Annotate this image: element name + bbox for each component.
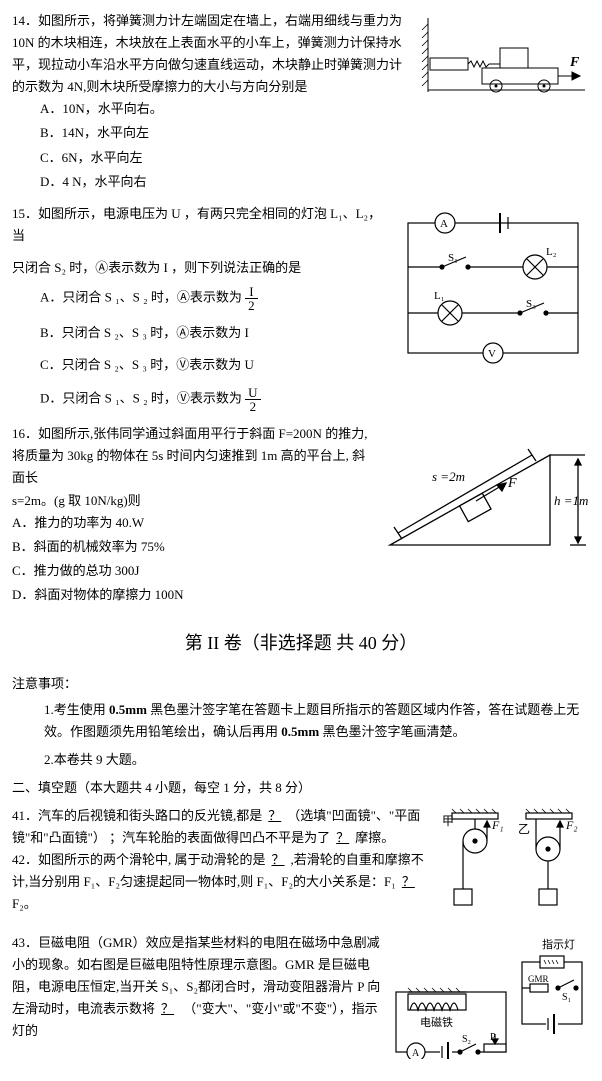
q16-opt-c: C．推力做的总功 300J <box>12 560 590 582</box>
frac-n: I <box>245 285 258 299</box>
n1-a: 1.考生使用 <box>44 702 109 717</box>
q41-blank2: ？ <box>330 830 355 845</box>
notice-2: 2.本卷共 9 大题。 <box>12 749 590 771</box>
st-1: 第 <box>185 633 208 653</box>
svg-q14: F <box>420 12 590 102</box>
frac-d2: 2 <box>245 400 260 413</box>
label-GMR: GMR <box>528 974 549 984</box>
part-2-head: 二、填空题（本大题共 4 小题，每空 1 分，共 8 分） <box>12 777 590 799</box>
svg-q42: 甲 F₁ 乙 F₂ <box>440 807 590 912</box>
q41-blank1: ？ <box>262 808 287 823</box>
label-F16: F <box>507 476 517 491</box>
figure-q15: A S₁ L₂ L₁ S₃ V <box>390 205 590 365</box>
q15-opt-d: D．只闭合 S ₁、S ₂ 时，Ⓥ表示数为 U2 <box>40 386 590 413</box>
label-S1: S₁ <box>448 252 458 264</box>
label-L1: L₁ <box>434 290 445 302</box>
figure-q14: F <box>420 12 590 102</box>
q41-p4: 摩擦。 <box>355 830 394 845</box>
label-A: A <box>440 218 448 230</box>
label-jia: 甲 <box>442 814 454 828</box>
st-3: 卷（非选择题 共 <box>219 633 359 653</box>
q14-options: A．10N，水平向右。 B．14N，水平向左 C．6N，水平向左 D．4 N，水… <box>12 98 590 192</box>
n1-e: 黑色墨汁签字笔画清楚。 <box>319 724 465 739</box>
notice-head: 注意事项： <box>12 673 590 695</box>
st-2: II <box>207 633 219 653</box>
label-coil: 电磁铁 <box>420 1016 453 1029</box>
figure-q43: 指示灯 GMR S₁ 电磁铁 A S₂ P <box>390 934 590 1059</box>
svg-q43: 指示灯 GMR S₁ 电磁铁 A S₂ P <box>390 934 590 1059</box>
frac-n2: U <box>245 386 260 400</box>
q42-p4: F₂。 <box>12 896 37 911</box>
label-yi: 乙 <box>518 822 530 836</box>
svg-q16: s =2m F h =1m <box>380 425 590 560</box>
fraction-U2: U2 <box>245 386 260 413</box>
frac-d: 2 <box>245 299 258 312</box>
question-14: F 14．如图所示，将弹簧测力计左端固定在墙上，右端用细线与重力为 10N 的木… <box>12 10 590 195</box>
label-A43: A <box>412 1048 420 1059</box>
q14-opt-b: B．14N，水平向左 <box>40 122 590 144</box>
label-s: s =2m <box>432 469 465 484</box>
question-16: s =2m F h =1m 16．如图所示,张伟同学通过斜面用平行于斜面 F=2… <box>12 423 590 608</box>
label-F2: F₂ <box>565 818 578 832</box>
question-43: 指示灯 GMR S₁ 电磁铁 A S₂ P 43．巨磁电阻（GMR）效应是指某些… <box>12 932 590 1063</box>
label-V: V <box>488 348 496 360</box>
label-h: h =1m <box>554 493 588 508</box>
label-F1: F₁ <box>491 818 504 832</box>
q43-blank1: ？ <box>155 1001 180 1016</box>
svg-q15: A S₁ L₂ L₁ S₃ V <box>390 205 590 365</box>
label-S2: S₂ <box>462 1034 471 1045</box>
st-5: 分） <box>377 633 418 653</box>
label-S3: S₃ <box>526 298 536 310</box>
label-S1c: S₁ <box>562 992 571 1003</box>
q41-p0: 41．汽车的后视镜和街头路口的反光镜,都是 <box>12 808 262 823</box>
q14-opt-d: D．4 N，水平向右 <box>40 171 590 193</box>
section-2-title: 第 II 卷（非选择题 共 40 分） <box>12 628 590 659</box>
figure-q16: s =2m F h =1m <box>380 425 590 560</box>
q42-blank1: ？ <box>266 852 291 867</box>
q15-opt-a-text: A．只闭合 S ₁、S ₂ 时，Ⓐ表示数为 <box>40 290 242 305</box>
figure-q42: 甲 F₁ 乙 F₂ <box>440 807 590 912</box>
q15-opt-d-text: D．只闭合 S ₁、S ₂ 时，Ⓥ表示数为 <box>40 391 242 406</box>
q42-blank2: ？ <box>396 874 421 889</box>
notice-1: 1.考生使用 0.5mm 黑色墨汁签字笔在答题卡上题目所指示的答题区域内作答，答… <box>12 699 590 743</box>
n1-d: 0.5mm <box>281 724 319 739</box>
question-15: A S₁ L₂ L₁ S₃ V 15．如图所示，电源电压为 U ，有两只完全相同… <box>12 203 590 415</box>
question-41-42-block: 甲 F₁ 乙 F₂ 41．汽车的后视镜和街头路口的反光镜,都是？（选填"凹面镜"… <box>12 805 590 916</box>
n1-b: 0.5mm <box>109 702 147 717</box>
label-F: F <box>569 55 580 70</box>
q14-opt-c: C．6N，水平向左 <box>40 147 590 169</box>
q16-opt-d: D．斜面对物体的摩擦力 100N <box>12 584 590 606</box>
st-4: 40 <box>359 633 377 653</box>
fraction-I2: I2 <box>245 285 258 312</box>
q42-p0: 42．如图所示的两个滑轮中, 属于动滑轮的是 <box>12 852 266 867</box>
label-L2: L₂ <box>546 246 557 258</box>
label-P: P <box>490 1032 496 1043</box>
label-light: 指示灯 <box>542 937 575 951</box>
